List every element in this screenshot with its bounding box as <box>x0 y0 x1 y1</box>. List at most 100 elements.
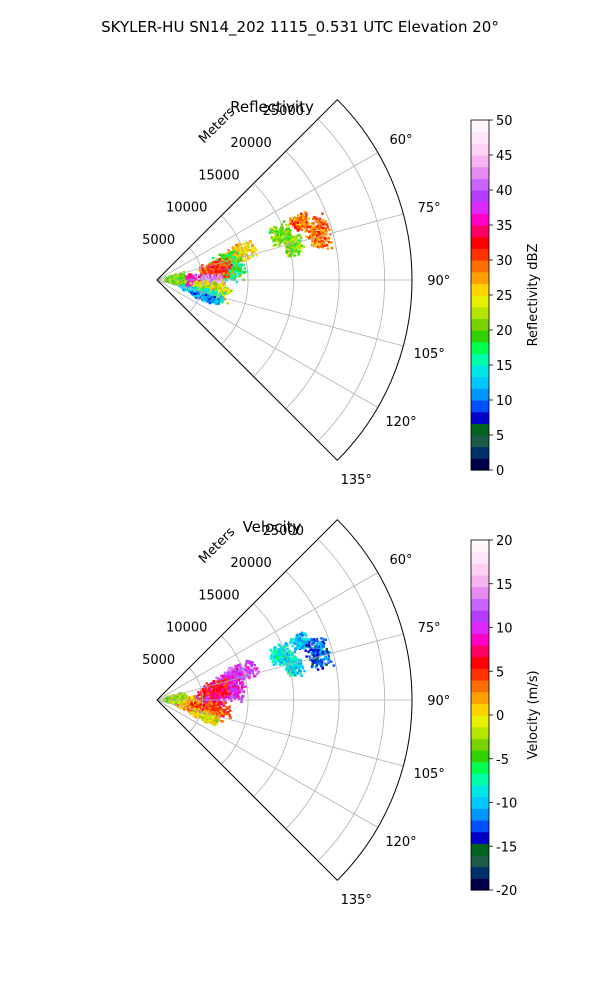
echo-gate <box>293 247 296 250</box>
echo-gate <box>287 669 291 672</box>
echo-gate <box>321 231 324 234</box>
echo-gate <box>286 246 289 249</box>
echo-gate <box>230 683 233 686</box>
echo-gate <box>316 657 319 661</box>
echo-gate <box>279 228 282 231</box>
echo-gate <box>239 267 242 270</box>
echo-gate <box>164 278 167 281</box>
echo-gate <box>275 240 279 243</box>
echo-gate <box>193 290 197 293</box>
echo-gate <box>230 668 234 671</box>
range-tick-label: 15000 <box>198 168 239 183</box>
colorbar-segment <box>471 458 489 471</box>
echo-gate <box>250 246 254 249</box>
echo-gate <box>291 652 294 655</box>
echo-gate <box>231 674 234 677</box>
echo-gate <box>314 216 318 220</box>
echo-gate <box>297 215 301 218</box>
echo-gate <box>208 270 211 273</box>
echo-gate <box>206 272 209 275</box>
echo-gate <box>316 219 319 223</box>
colorbar-segment <box>471 388 489 401</box>
echo-gate <box>296 666 299 669</box>
echo-gate <box>271 231 275 234</box>
echo-gate <box>306 225 309 228</box>
echo-gate <box>280 657 283 660</box>
echo-gate <box>233 681 236 684</box>
echo-gate <box>298 242 301 245</box>
echo-gate <box>215 289 218 293</box>
echo-gate <box>281 226 284 230</box>
echo-gate <box>295 639 298 642</box>
echo-gate <box>269 230 273 234</box>
echo-gate <box>206 287 209 291</box>
echo-gate <box>294 648 298 651</box>
echo-gate <box>214 287 217 290</box>
echo-gate <box>189 288 193 292</box>
echo-gate <box>288 229 292 232</box>
echo-gate <box>289 234 292 238</box>
echo-gate <box>295 237 298 240</box>
echo-gate <box>204 267 207 270</box>
echo-gate <box>209 279 212 282</box>
colorbar-segment <box>471 353 489 366</box>
echo-gate <box>305 229 309 232</box>
range-tick-label: 20000 <box>230 136 271 151</box>
echo-gate <box>274 232 278 235</box>
echo-gate <box>293 650 296 654</box>
echo-gate <box>237 698 240 701</box>
echo-gate <box>274 229 278 232</box>
colorbar-segment <box>471 283 489 296</box>
echo-gate <box>207 692 210 696</box>
echo-gate <box>281 655 285 658</box>
echo-gate <box>270 227 273 230</box>
echo-gate <box>319 658 323 662</box>
echo-gate <box>301 227 304 230</box>
azimuth-tick-label: 60° <box>390 133 413 148</box>
echo-gate <box>217 699 221 702</box>
echo-gate <box>205 297 209 300</box>
echo-gate <box>233 277 236 280</box>
echo-gate <box>207 288 211 292</box>
echo-gate <box>294 656 297 659</box>
echo-gate <box>211 269 214 272</box>
echo-gate <box>187 281 190 284</box>
echo-gate <box>224 270 227 273</box>
echo-gate <box>310 637 313 641</box>
echo-gate <box>319 646 322 649</box>
echo-gate <box>251 670 255 673</box>
echo-gate <box>213 276 216 280</box>
echo-gate <box>203 690 207 693</box>
echo-gate <box>235 275 238 278</box>
echo-gate <box>202 295 206 298</box>
echo-gate <box>298 245 301 248</box>
echo-gate <box>313 646 316 650</box>
echo-gate <box>320 228 323 232</box>
echo-gate <box>314 230 318 234</box>
echo-gate <box>196 286 199 289</box>
echo-gate <box>230 264 233 267</box>
echo-gate <box>229 685 233 688</box>
echo-gate <box>220 277 223 281</box>
echo-gate <box>298 239 301 242</box>
echo-gate <box>326 247 329 250</box>
colorbar-label: Reflectivity dBZ <box>526 244 541 347</box>
echo-gate <box>212 260 216 264</box>
echo-gate <box>232 667 236 671</box>
echo-gate <box>289 641 292 644</box>
echo-gate <box>227 260 230 263</box>
echo-gate <box>279 655 283 658</box>
echo-gate <box>297 228 300 232</box>
echo-gate <box>287 252 290 255</box>
echo-gate <box>311 663 314 666</box>
echo-gate <box>209 697 212 700</box>
echo-gate <box>234 265 238 268</box>
echo-gate <box>300 244 303 248</box>
echo-gate <box>231 277 234 280</box>
echo-gate <box>182 289 185 292</box>
echo-gate <box>212 279 216 282</box>
echo-gate <box>289 666 292 669</box>
echo-gate <box>311 243 315 246</box>
echo-gate <box>209 694 212 697</box>
